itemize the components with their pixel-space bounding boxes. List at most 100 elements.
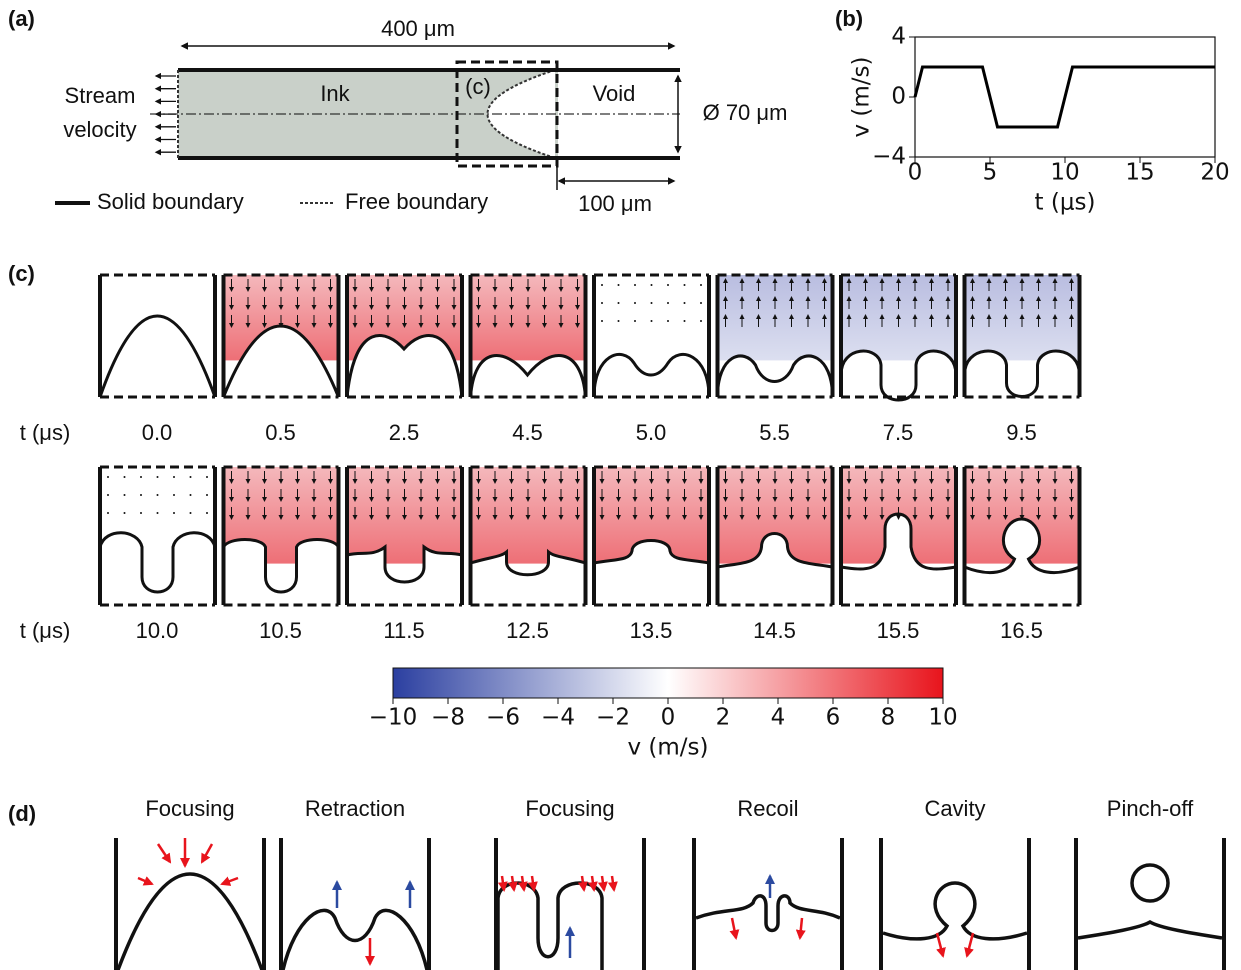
force-arrow	[156, 843, 172, 864]
frame	[715, 273, 835, 399]
colorbar-tick-label: 0	[661, 705, 676, 731]
velocity-dot	[650, 284, 653, 286]
colorbar-tick-label: 6	[826, 705, 841, 731]
velocity-dot	[206, 494, 208, 496]
time-value: 5.0	[636, 420, 667, 445]
frame	[839, 273, 958, 402]
legend-label: Solid boundary	[97, 189, 244, 214]
force-arrow	[597, 875, 608, 892]
time-value: 4.5	[512, 420, 543, 445]
stage-sketch	[279, 838, 431, 970]
colorbar	[392, 667, 944, 699]
velocity-dot	[206, 476, 208, 478]
time-label: t (μs)	[20, 618, 71, 643]
frame	[98, 273, 217, 399]
y-tick-label: −4	[872, 144, 906, 170]
time-value: 16.5	[1000, 618, 1043, 643]
velocity-dot	[123, 512, 126, 514]
void-fill	[594, 540, 709, 605]
frame	[468, 273, 588, 399]
velocity-dot	[601, 302, 603, 304]
velocity-dot	[667, 320, 669, 322]
time-value: 9.5	[1006, 420, 1037, 445]
velocity-dot	[173, 512, 175, 514]
interface	[281, 908, 429, 970]
frame	[592, 273, 711, 399]
time-value: 10.5	[259, 618, 302, 643]
stream-label: Stream	[65, 83, 136, 108]
interface	[695, 894, 841, 933]
frame	[839, 465, 958, 607]
void-fill	[717, 355, 833, 397]
frame	[345, 273, 464, 399]
void-fill	[347, 547, 462, 605]
y-axis-label: v (m/s)	[849, 56, 875, 137]
velocity-dot	[601, 284, 603, 286]
time-value: 5.5	[759, 420, 790, 445]
interface	[496, 881, 604, 970]
y-tick-label: 0	[891, 84, 906, 110]
interface	[98, 531, 217, 605]
velocity-dot	[140, 476, 142, 478]
void-fill	[964, 519, 1080, 605]
frame	[221, 465, 341, 607]
frame	[592, 465, 711, 607]
interface	[222, 324, 340, 398]
void-fill	[223, 539, 339, 605]
stream-label: velocity	[63, 117, 136, 142]
velocity-dot	[634, 284, 636, 286]
void-fill	[470, 552, 586, 605]
zoom-box	[455, 60, 559, 168]
velocity-dot	[700, 320, 702, 322]
force-arrow	[577, 875, 588, 892]
velocity-dot	[683, 284, 686, 286]
colorbar-tick-label: 8	[881, 705, 896, 731]
x-axis-label: t (μs)	[1035, 190, 1096, 216]
velocity-dot	[107, 476, 109, 478]
stage-sketch	[114, 838, 266, 970]
stage-title: Focusing	[145, 796, 234, 821]
void-fill	[100, 532, 215, 605]
stage-sketch	[692, 838, 844, 970]
velocity-dot	[107, 494, 109, 496]
colorbar-tick-label: −2	[596, 705, 630, 731]
velocity-dot	[123, 494, 126, 496]
time-value: 0.5	[265, 420, 296, 445]
velocity-dot	[700, 284, 702, 286]
interface	[345, 543, 464, 605]
colorbar-tick-label: 4	[771, 705, 786, 731]
zoom-label: (c)	[465, 74, 491, 99]
force-arrow	[587, 875, 598, 892]
x-tick-label: 0	[908, 160, 923, 186]
force-arrow	[729, 917, 740, 940]
time-value: 12.5	[506, 618, 549, 643]
time-value: 10.0	[136, 618, 179, 643]
force-arrow	[795, 917, 806, 940]
velocity-dot	[634, 302, 636, 304]
panel-label: (d)	[8, 801, 36, 826]
interface	[98, 314, 217, 398]
frame	[715, 465, 835, 607]
panel-label: (c)	[8, 261, 35, 286]
x-tick-label: 10	[1050, 160, 1079, 186]
void-fill	[717, 533, 833, 605]
velocity-dot	[650, 302, 653, 304]
frame	[345, 465, 464, 607]
time-value: 2.5	[389, 420, 420, 445]
panel-label: (a)	[8, 6, 35, 31]
colorbar-tick-label: −8	[431, 705, 465, 731]
colorbar-label: v (m/s)	[627, 735, 708, 761]
interface	[1077, 919, 1223, 940]
force-arrow	[200, 843, 214, 864]
interface	[222, 538, 340, 605]
stage-title: Retraction	[305, 796, 405, 821]
colorbar-tick-label: −6	[486, 705, 520, 731]
frame	[962, 273, 1082, 399]
void-fill	[964, 351, 1080, 397]
velocity-dot	[107, 512, 109, 514]
force-arrow	[497, 875, 508, 892]
velocity-dot	[667, 284, 669, 286]
interface	[963, 517, 1081, 605]
offset-label: 100 μm	[578, 191, 652, 216]
